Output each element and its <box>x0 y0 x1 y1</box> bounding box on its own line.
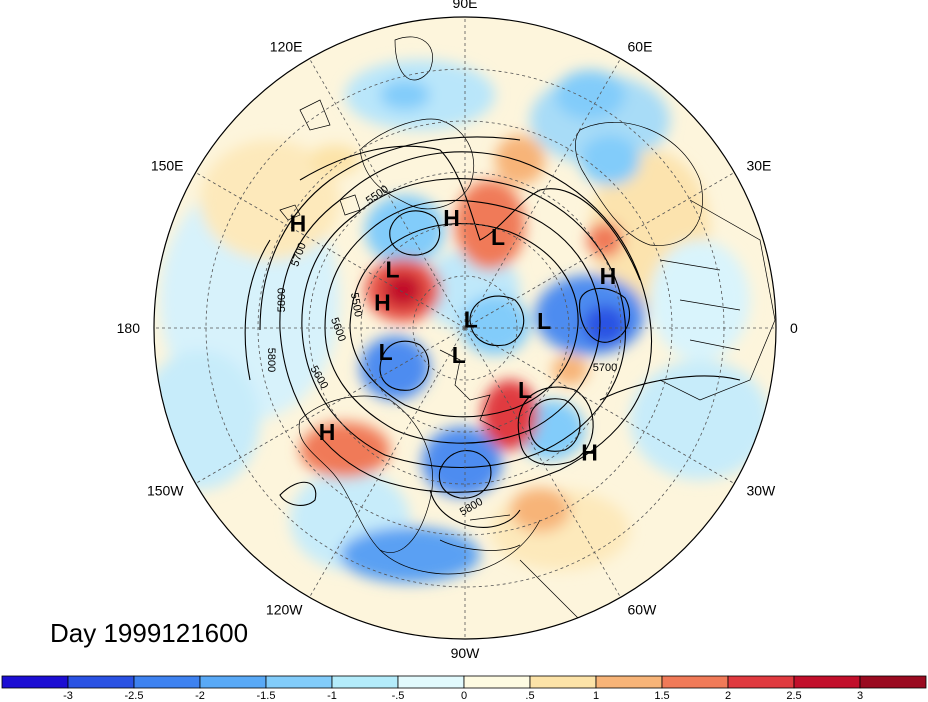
colorbar-swatch-13 <box>859 675 927 689</box>
height-contours <box>244 136 741 528</box>
high-pressure-label-5: H <box>600 263 617 289</box>
colorbar-swatch-8 <box>529 675 597 689</box>
colorbar-swatch-3 <box>199 675 267 689</box>
colorbar-tick-7: .5 <box>525 690 534 702</box>
lon-label-7: 120W <box>266 601 303 617</box>
lon-label-2: 30E <box>746 158 771 174</box>
high-pressure-label-12: H <box>581 440 598 466</box>
colorbar-tick-3: -1.5 <box>257 690 276 702</box>
colorbar-tick-2: -2 <box>195 690 205 702</box>
contour-label-4: 5800 <box>265 348 277 372</box>
colorbar-swatch-10 <box>661 675 729 689</box>
graticule <box>154 17 776 639</box>
low-pressure-label-7: L <box>537 308 551 334</box>
colorbar-swatch-7 <box>463 675 531 689</box>
colorbar-tick-0: -3 <box>63 690 73 702</box>
lon-label-4: 30W <box>746 483 776 499</box>
colorbar-tick-9: 1.5 <box>654 690 669 702</box>
colorbar-swatch-6 <box>397 675 465 689</box>
colorbar-swatch-1 <box>67 675 135 689</box>
colorbar-tick-1: -2.5 <box>125 690 144 702</box>
anomaly-field <box>153 16 777 640</box>
low-pressure-label-0: L <box>491 224 505 250</box>
high-pressure-label-4: H <box>374 290 391 316</box>
colorbar-swatch-12 <box>793 675 861 689</box>
high-pressure-label-1: H <box>443 205 460 231</box>
colorbar-swatch-0 <box>1 675 69 689</box>
low-pressure-label-3: L <box>385 256 399 282</box>
colorbar-tick-4: -1 <box>327 690 337 702</box>
colorbar: -3 -2.5 -2 -1.5 -1 -.5 0 .5 1 1.5 2 2.5 3 <box>1 675 927 702</box>
lon-label-8: 150W <box>147 483 184 499</box>
lon-label-10: 150E <box>151 158 184 174</box>
lon-label-0: 90E <box>453 0 478 11</box>
colorbar-swatch-2 <box>133 675 201 689</box>
contour-label-8: 5500 <box>348 292 364 318</box>
map-boundary <box>153 16 777 640</box>
colorbar-tick-12: 3 <box>857 690 863 702</box>
contour-label-0: 5800 <box>276 288 288 312</box>
lon-label-5: 60W <box>628 601 658 617</box>
colorbar-swatch-11 <box>727 675 795 689</box>
colorbar-swatch-4 <box>265 675 333 689</box>
lon-label-11: 120E <box>270 39 303 55</box>
lon-label-3: 0 <box>790 320 798 336</box>
colorbar-tick-5: -.5 <box>392 690 405 702</box>
low-pressure-label-6: L <box>464 306 478 332</box>
colorbar-swatch-9 <box>595 675 663 689</box>
colorbar-tick-11: 2.5 <box>786 690 801 702</box>
colorbar-swatch-5 <box>331 675 399 689</box>
low-pressure-label-9: L <box>452 342 466 368</box>
low-pressure-label-10: L <box>518 377 532 403</box>
colorbar-tick-6: 0 <box>461 690 467 702</box>
coastlines <box>279 36 776 621</box>
lon-label-6: 90W <box>451 645 481 661</box>
contour-label-5: 5700 <box>593 362 617 374</box>
lon-label-1: 60E <box>628 39 653 55</box>
high-pressure-label-2: H <box>290 211 307 237</box>
longitude-labels: 90E 60E 30E 0 30W 60W 90W 120W 150W 180 150E 120E <box>117 0 798 661</box>
colorbar-tick-8: 1 <box>593 690 599 702</box>
colorbar-tick-10: 2 <box>725 690 731 702</box>
day-title: Day 1999121600 <box>50 618 249 648</box>
high-pressure-label-11: H <box>319 419 336 445</box>
lon-label-9: 180 <box>117 320 141 336</box>
low-pressure-label-8: L <box>379 339 393 365</box>
